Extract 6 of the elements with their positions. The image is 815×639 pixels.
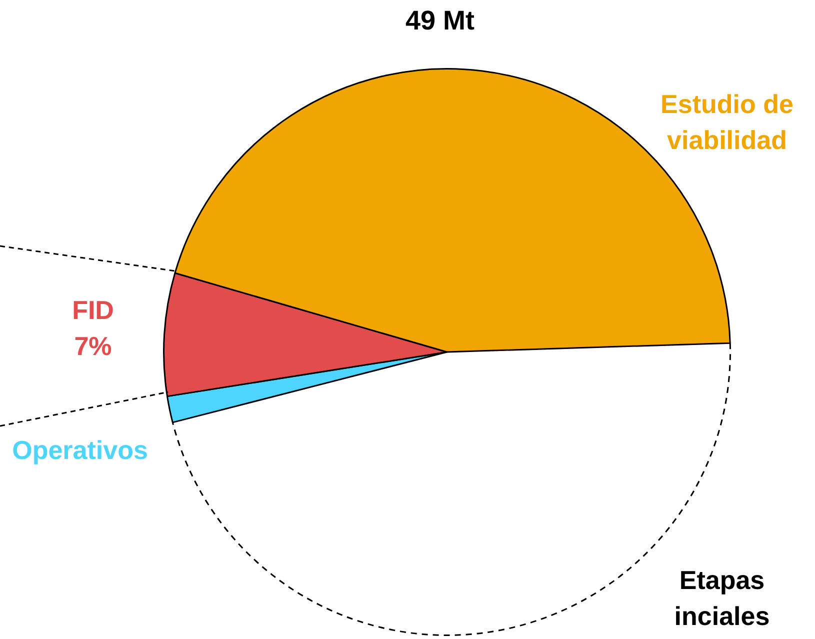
slice-label: Estudio de viabilidad bbox=[660, 89, 794, 156]
slice-label: FID bbox=[72, 295, 114, 326]
chart-title: 49 Mt bbox=[405, 5, 475, 36]
data-label: 7% bbox=[74, 331, 112, 362]
slice-label: Operativos bbox=[12, 435, 148, 466]
slice-label: Etapas inciales bbox=[674, 565, 770, 632]
